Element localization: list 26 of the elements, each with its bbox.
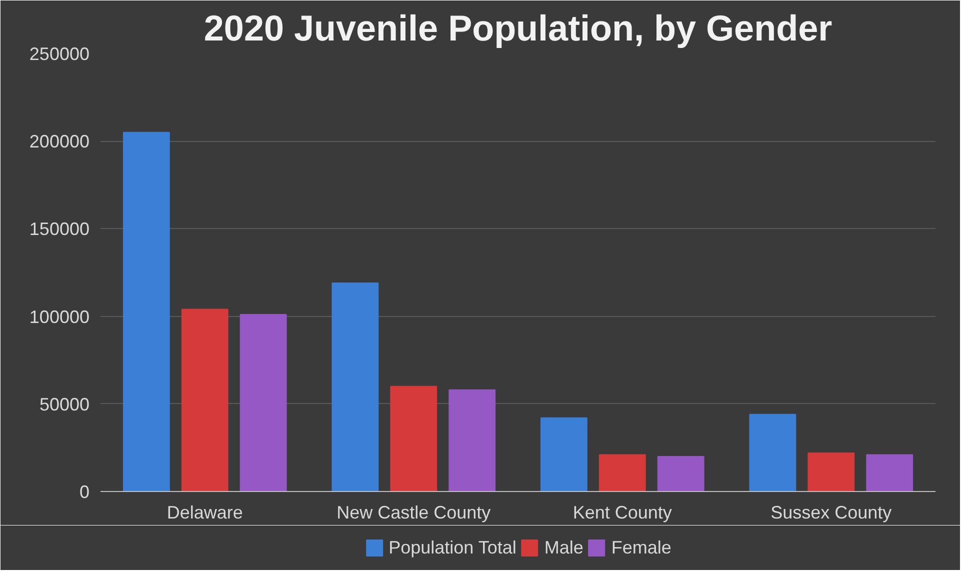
y-tick-label: 0 <box>79 482 90 502</box>
bar <box>332 282 379 492</box>
bar <box>122 132 170 492</box>
bar <box>598 454 646 492</box>
legend-label: Population Total <box>388 537 516 558</box>
x-tick-label: Kent County <box>572 502 672 522</box>
bar <box>240 314 287 492</box>
y-tick-label: 50000 <box>39 394 90 414</box>
bar <box>390 386 438 492</box>
y-tick-label: 200000 <box>29 132 90 152</box>
bar <box>181 308 228 492</box>
legend-label: Female <box>611 537 672 558</box>
legend-label: Male <box>544 537 584 558</box>
chart-title: 2020 Juvenile Population, by Gender <box>204 8 832 48</box>
x-tick-label: Sussex County <box>770 502 892 522</box>
y-tick-label: 250000 <box>29 44 90 64</box>
bar <box>657 456 704 492</box>
y-tick-label: 100000 <box>29 306 90 327</box>
x-tick-label: Delaware <box>166 502 243 522</box>
bar <box>808 452 855 492</box>
bar <box>448 389 496 492</box>
bar <box>540 417 588 492</box>
bar <box>749 414 796 492</box>
bar <box>866 454 914 492</box>
x-tick-label: New Castle County <box>336 502 491 522</box>
y-tick-label: 150000 <box>29 219 90 240</box>
